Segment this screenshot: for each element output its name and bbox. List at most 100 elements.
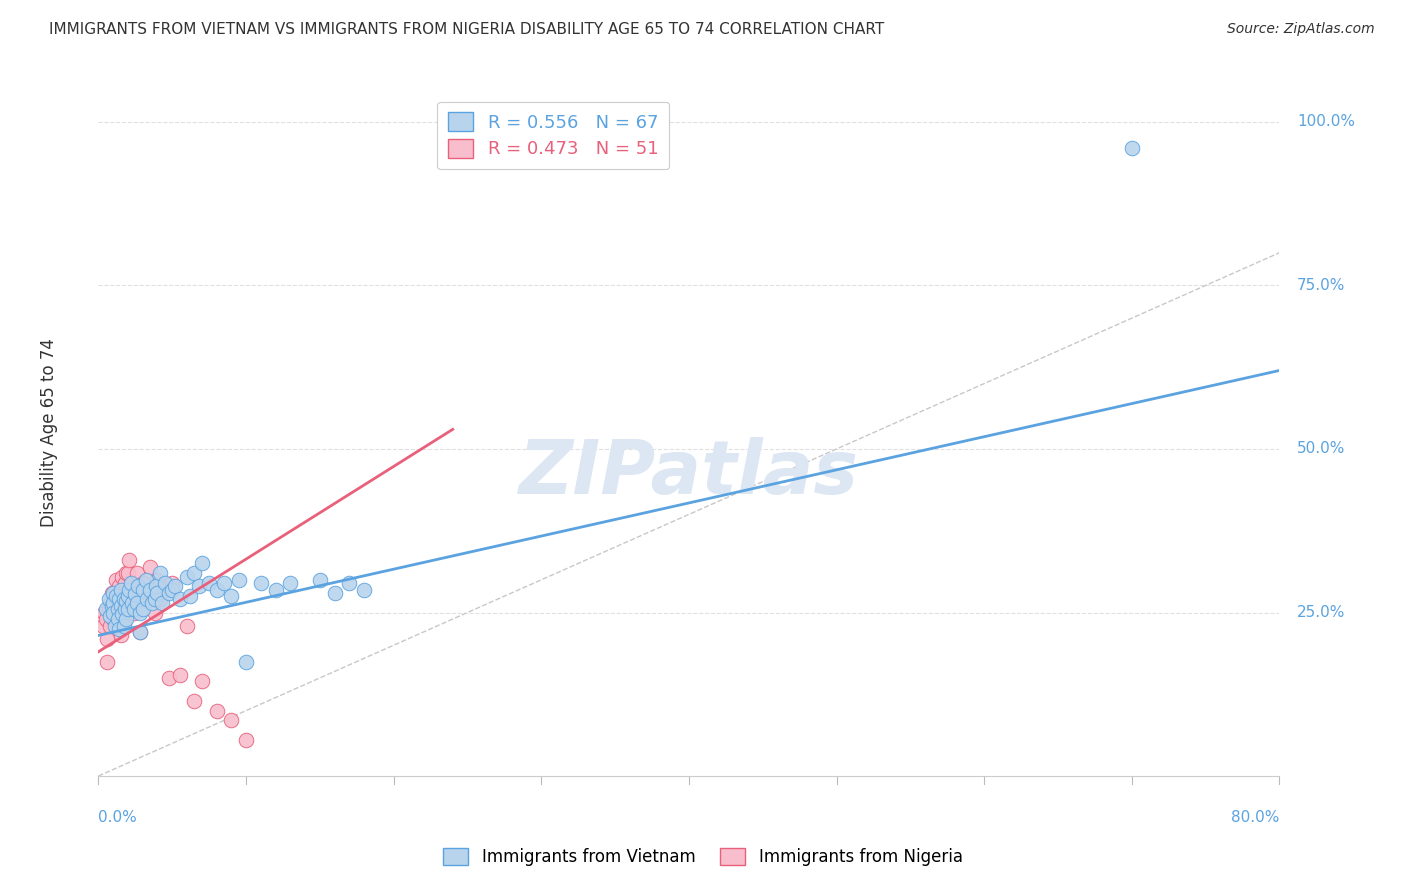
- Point: [205, 582, 228, 597]
- Point: [141, 596, 163, 610]
- Point: [150, 596, 173, 610]
- Point: [110, 628, 132, 642]
- Point: [117, 602, 139, 616]
- Text: ZIPatlas: ZIPatlas: [519, 437, 859, 510]
- Point: [143, 606, 166, 620]
- Point: [114, 602, 136, 616]
- Point: [146, 573, 169, 587]
- Text: 25.0%: 25.0%: [1298, 605, 1346, 620]
- Point: [112, 592, 135, 607]
- Point: [128, 625, 150, 640]
- Point: [96, 655, 118, 669]
- Legend: R = 0.556   N = 67, R = 0.473   N = 51: R = 0.556 N = 67, R = 0.473 N = 51: [437, 102, 669, 169]
- Point: [104, 586, 127, 600]
- Point: [100, 599, 122, 613]
- Point: [235, 733, 257, 747]
- Point: [121, 576, 143, 591]
- Point: [128, 606, 150, 620]
- Point: [153, 576, 176, 591]
- Point: [107, 602, 129, 616]
- Point: [132, 602, 155, 616]
- Point: [107, 612, 129, 626]
- Point: [323, 586, 346, 600]
- Point: [187, 579, 209, 593]
- Point: [124, 587, 146, 601]
- Point: [250, 576, 273, 591]
- Point: [103, 612, 125, 626]
- Point: [108, 592, 131, 607]
- Legend: Immigrants from Vietnam, Immigrants from Nigeria: Immigrants from Vietnam, Immigrants from…: [437, 841, 969, 873]
- Point: [124, 582, 146, 597]
- Point: [125, 566, 148, 581]
- Point: [141, 582, 163, 597]
- Point: [353, 582, 375, 597]
- Point: [107, 592, 129, 607]
- Point: [183, 566, 205, 581]
- Point: [309, 573, 332, 587]
- Point: [105, 589, 128, 603]
- Point: [221, 714, 243, 728]
- Point: [132, 576, 155, 591]
- Point: [118, 553, 141, 567]
- Point: [103, 606, 125, 620]
- Point: [176, 618, 198, 632]
- Point: [120, 576, 142, 591]
- Point: [149, 566, 172, 581]
- Point: [176, 569, 198, 583]
- Point: [115, 566, 138, 581]
- Text: 0.0%: 0.0%: [98, 810, 138, 825]
- Point: [98, 608, 121, 623]
- Point: [162, 576, 183, 591]
- Point: [105, 573, 128, 587]
- Point: [136, 592, 159, 607]
- Point: [135, 573, 157, 587]
- Point: [139, 559, 162, 574]
- Point: [104, 606, 127, 620]
- Point: [98, 618, 121, 632]
- Point: [339, 576, 361, 591]
- Point: [122, 602, 145, 616]
- Point: [103, 599, 125, 613]
- Point: [157, 671, 180, 685]
- Point: [169, 667, 191, 681]
- Text: Disability Age 65 to 74: Disability Age 65 to 74: [39, 338, 58, 527]
- Point: [117, 589, 139, 603]
- Point: [103, 586, 125, 600]
- Point: [179, 589, 201, 603]
- Point: [110, 599, 132, 613]
- Point: [1121, 141, 1143, 155]
- Point: [94, 602, 117, 616]
- Point: [212, 576, 235, 591]
- Point: [165, 579, 187, 593]
- Text: 80.0%: 80.0%: [1232, 810, 1279, 825]
- Point: [122, 606, 145, 620]
- Point: [221, 589, 243, 603]
- Point: [128, 625, 150, 640]
- Point: [91, 618, 114, 632]
- Point: [108, 622, 131, 636]
- Point: [191, 674, 214, 689]
- Point: [157, 586, 180, 600]
- Text: IMMIGRANTS FROM VIETNAM VS IMMIGRANTS FROM NIGERIA DISABILITY AGE 65 TO 74 CORRE: IMMIGRANTS FROM VIETNAM VS IMMIGRANTS FR…: [49, 22, 884, 37]
- Point: [93, 606, 115, 620]
- Point: [110, 592, 132, 607]
- Point: [183, 694, 205, 708]
- Point: [205, 704, 228, 718]
- Point: [96, 632, 118, 646]
- Point: [132, 582, 155, 597]
- Point: [136, 582, 159, 597]
- Point: [108, 579, 131, 593]
- Point: [169, 592, 191, 607]
- Point: [153, 582, 176, 597]
- Point: [97, 602, 120, 616]
- Text: Source: ZipAtlas.com: Source: ZipAtlas.com: [1227, 22, 1375, 37]
- Point: [191, 557, 214, 571]
- Point: [103, 596, 125, 610]
- Point: [111, 569, 134, 583]
- Point: [135, 589, 157, 603]
- Point: [145, 579, 167, 593]
- Point: [110, 582, 132, 597]
- Point: [149, 592, 172, 607]
- Point: [112, 615, 135, 630]
- Point: [146, 586, 169, 600]
